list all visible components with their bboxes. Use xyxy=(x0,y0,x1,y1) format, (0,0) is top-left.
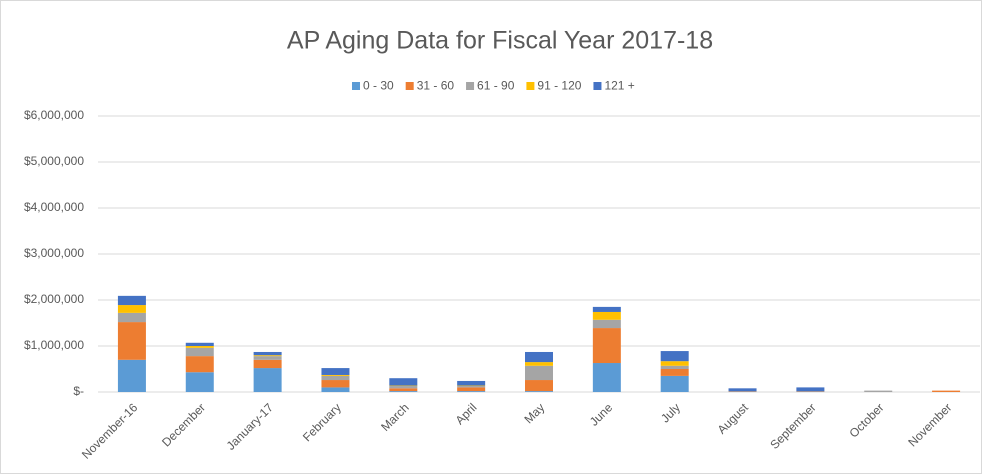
bar-segment xyxy=(389,388,418,392)
legend-swatch xyxy=(593,82,602,90)
bar-segment xyxy=(117,359,146,392)
bar-segment xyxy=(660,369,689,376)
bar-segment xyxy=(117,305,146,313)
bar-segment xyxy=(389,378,418,386)
bar-segment xyxy=(185,356,214,373)
bar-segment xyxy=(321,380,350,388)
legend-label: 31 - 60 xyxy=(417,79,455,93)
bar-segment xyxy=(728,388,757,392)
legend-swatch xyxy=(526,82,535,90)
bar-segment xyxy=(117,295,146,306)
bar-segment xyxy=(253,355,282,357)
bar-segment xyxy=(592,306,621,312)
legend-label: 121 + xyxy=(604,79,634,93)
y-tick-label: $2,000,000 xyxy=(24,292,84,306)
bar-segment xyxy=(185,347,214,357)
bar-segment xyxy=(457,386,486,388)
bar-segment xyxy=(525,380,553,392)
bar-segment xyxy=(185,372,214,392)
bar-segment xyxy=(660,351,689,362)
bar-segment xyxy=(525,351,553,363)
bar-segment xyxy=(321,375,350,381)
bar-segment xyxy=(660,365,689,369)
bar-segment xyxy=(185,342,214,346)
bar-segment xyxy=(592,363,621,392)
bar-segment xyxy=(321,387,350,392)
bar-segment xyxy=(525,362,553,366)
bar-segment xyxy=(592,328,621,364)
bar-segment xyxy=(389,386,418,389)
bar-segment xyxy=(864,390,893,392)
y-tick-label: $3,000,000 xyxy=(24,246,84,260)
y-tick-label: $4,000,000 xyxy=(24,200,84,214)
bar-segment xyxy=(253,351,282,356)
bar-segment xyxy=(117,312,146,323)
bar-segment xyxy=(321,368,350,375)
bar-segment xyxy=(253,356,282,360)
bar-segment xyxy=(660,375,689,392)
bar-segment xyxy=(525,391,553,392)
y-tick-label: $- xyxy=(73,384,84,398)
legend-label: 61 - 90 xyxy=(477,79,515,93)
bar-segment xyxy=(117,322,146,360)
bar-segment xyxy=(796,387,825,392)
bar-segment xyxy=(525,365,553,381)
bar-segment xyxy=(592,311,621,320)
y-tick-label: $1,000,000 xyxy=(24,338,84,352)
bar-segment xyxy=(592,319,621,329)
bar-segment xyxy=(457,380,486,386)
legend-swatch xyxy=(405,82,414,90)
bar-segment xyxy=(457,387,486,392)
legend-label: 91 - 120 xyxy=(537,79,581,93)
y-tick-label: $5,000,000 xyxy=(24,154,84,168)
bar-segment xyxy=(185,346,214,348)
y-tick-label: $6,000,000 xyxy=(24,108,84,122)
bar-segment xyxy=(660,361,689,366)
bar-segment xyxy=(389,391,418,392)
bar-segment xyxy=(253,368,282,392)
bar-segment xyxy=(457,391,486,392)
chart-title: AP Aging Data for Fiscal Year 2017-18 xyxy=(287,27,713,55)
bar-segment xyxy=(321,374,350,376)
bar-segment xyxy=(932,390,961,392)
legend-swatch xyxy=(352,82,360,90)
legend-label: 0 - 30 xyxy=(363,79,394,93)
legend-swatch xyxy=(466,82,475,90)
bar-segment xyxy=(253,359,282,369)
